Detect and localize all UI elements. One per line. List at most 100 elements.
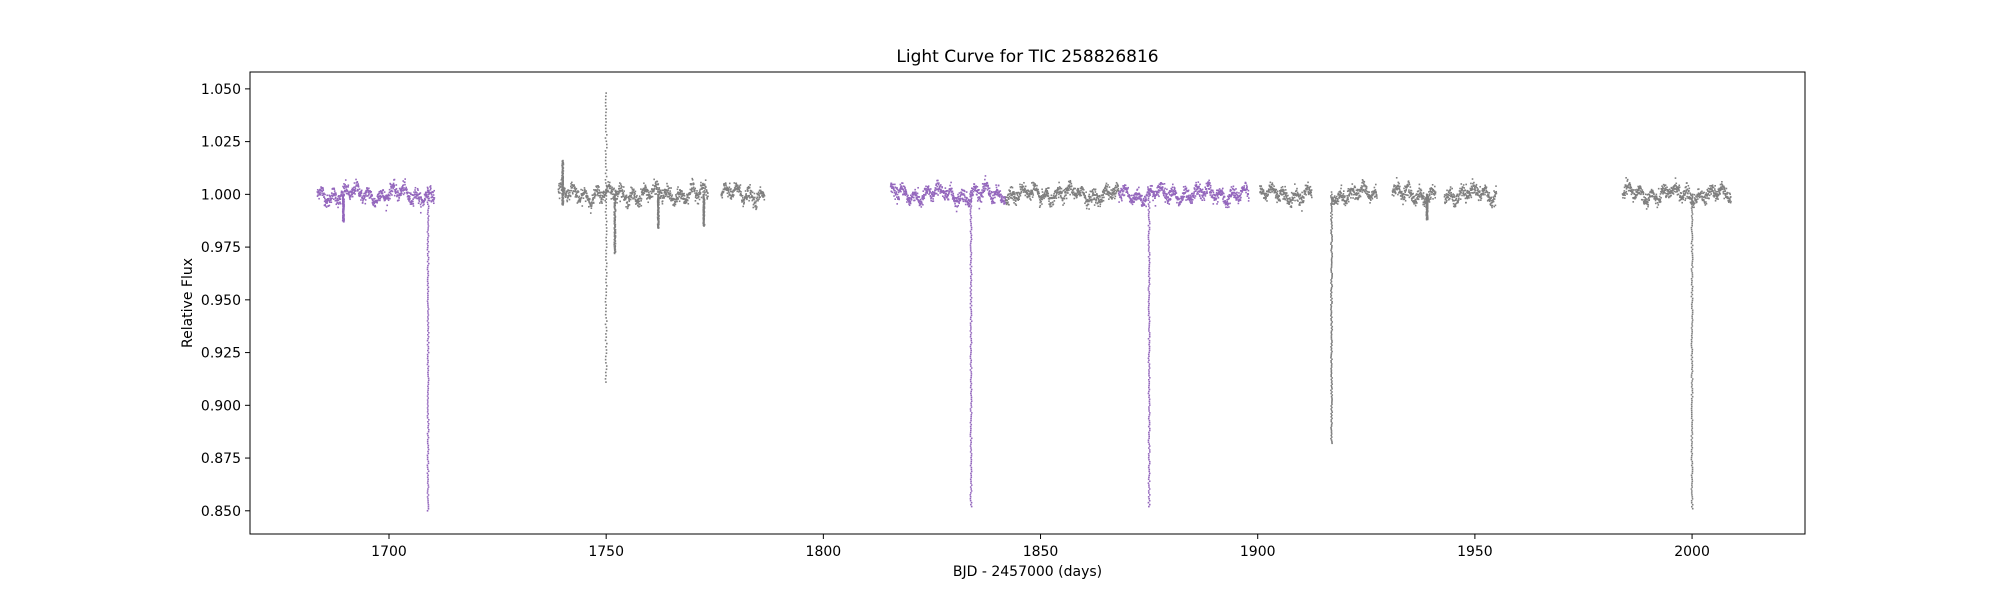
data-point xyxy=(1176,196,1179,198)
data-point xyxy=(407,194,410,197)
data-point xyxy=(1656,206,1659,209)
data-point xyxy=(919,202,922,205)
data-point xyxy=(750,190,753,192)
data-point xyxy=(567,192,570,194)
data-point xyxy=(1031,191,1034,194)
data-point xyxy=(1490,196,1493,199)
data-point xyxy=(1725,195,1728,198)
data-point xyxy=(427,306,429,308)
data-point xyxy=(1068,186,1071,188)
data-point xyxy=(633,194,636,197)
data-point xyxy=(321,194,324,197)
data-point xyxy=(890,190,893,193)
data-point xyxy=(1423,203,1425,206)
data-point xyxy=(1196,188,1199,190)
data-point xyxy=(921,202,923,205)
data-point xyxy=(1310,191,1313,194)
data-point xyxy=(559,185,562,188)
data-point xyxy=(1007,196,1009,199)
data-point xyxy=(1121,189,1124,191)
data-point xyxy=(744,190,747,192)
data-point xyxy=(1351,189,1354,191)
data-point xyxy=(1041,191,1044,193)
data-point xyxy=(1093,204,1096,206)
data-point xyxy=(324,199,327,202)
data-point xyxy=(626,202,628,204)
data-point xyxy=(1363,190,1366,193)
data-point xyxy=(1024,194,1027,197)
data-point xyxy=(387,199,390,202)
data-point xyxy=(1289,197,1291,199)
data-point xyxy=(1229,202,1231,205)
data-point xyxy=(1401,194,1404,196)
data-point xyxy=(1480,197,1483,200)
data-point xyxy=(947,194,949,197)
series-purple xyxy=(316,175,1250,214)
data-point xyxy=(1024,185,1027,188)
data-point xyxy=(1065,194,1067,196)
data-point xyxy=(957,193,959,196)
data-point xyxy=(426,320,429,322)
data-point xyxy=(1679,199,1682,201)
data-point xyxy=(325,206,328,208)
data-point xyxy=(1056,192,1058,194)
data-point xyxy=(1414,202,1416,205)
data-point xyxy=(1171,194,1174,196)
data-point xyxy=(418,200,421,203)
data-point xyxy=(560,183,562,186)
data-point xyxy=(1470,189,1473,191)
data-point xyxy=(930,197,932,200)
data-point xyxy=(604,199,606,202)
data-point xyxy=(1708,194,1711,197)
data-point xyxy=(1083,192,1085,195)
data-point xyxy=(1119,196,1122,199)
data-point xyxy=(622,191,625,194)
data-point xyxy=(1195,188,1198,191)
data-point xyxy=(959,195,961,198)
data-point xyxy=(1219,189,1222,192)
data-point xyxy=(1708,190,1710,193)
data-point xyxy=(1091,198,1093,201)
data-point xyxy=(932,195,934,198)
data-point xyxy=(1044,195,1047,198)
data-point xyxy=(1018,198,1021,201)
data-point xyxy=(334,196,337,199)
data-point xyxy=(680,189,682,192)
data-point xyxy=(911,191,914,194)
data-point xyxy=(890,185,893,188)
data-point xyxy=(1360,185,1363,187)
data-point xyxy=(982,188,985,190)
data-point xyxy=(399,194,401,197)
data-point xyxy=(1032,192,1034,195)
data-point xyxy=(640,198,643,200)
data-point xyxy=(1049,203,1052,206)
data-point xyxy=(1703,202,1706,204)
data-point xyxy=(1293,193,1296,196)
data-point xyxy=(1019,186,1021,188)
data-point xyxy=(658,188,660,190)
data-point xyxy=(1111,189,1114,192)
data-point xyxy=(1124,184,1127,187)
data-point xyxy=(1422,197,1425,200)
data-point xyxy=(941,186,944,189)
data-point xyxy=(1704,195,1706,198)
data-point xyxy=(603,190,605,193)
data-point xyxy=(702,187,705,189)
data-point xyxy=(398,187,401,190)
data-point xyxy=(753,197,755,199)
data-point xyxy=(651,188,654,190)
data-point xyxy=(1264,194,1266,196)
data-point xyxy=(1130,198,1133,200)
data-point xyxy=(357,183,359,185)
data-point xyxy=(897,196,900,198)
data-point xyxy=(427,235,430,237)
data-point xyxy=(692,186,695,189)
data-point xyxy=(412,205,415,207)
data-point xyxy=(1017,199,1020,201)
data-point xyxy=(601,197,603,199)
data-point xyxy=(1639,190,1642,192)
data-point xyxy=(364,194,366,197)
data-point xyxy=(645,186,647,189)
data-point xyxy=(1666,186,1668,189)
data-point xyxy=(1714,189,1716,192)
